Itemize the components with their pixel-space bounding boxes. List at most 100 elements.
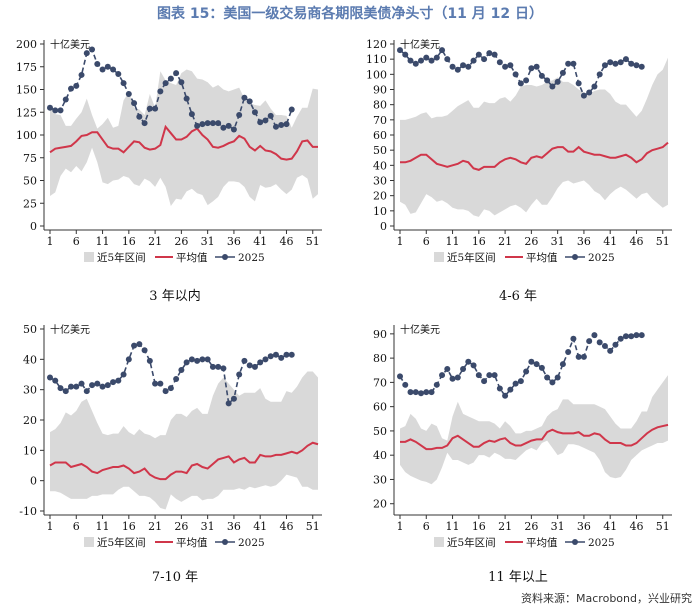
point-2025 — [173, 376, 180, 383]
point-2025 — [428, 57, 435, 64]
y-tick-label: 125 — [16, 106, 37, 119]
point-2025 — [220, 124, 227, 131]
point-2025 — [575, 353, 582, 360]
x-tick-label: 16 — [472, 520, 486, 533]
point-2025 — [52, 377, 59, 384]
point-2025 — [262, 117, 269, 124]
y-tick-label: 150 — [16, 84, 37, 97]
legend-label: 平均值 — [176, 251, 208, 264]
point-2025 — [491, 51, 498, 58]
point-2025 — [633, 332, 640, 339]
point-2025 — [481, 56, 488, 63]
point-2025 — [241, 94, 248, 101]
unit-label: 十亿美元 — [50, 38, 90, 51]
point-2025 — [236, 371, 243, 378]
legend-label: 平均值 — [176, 536, 208, 549]
point-2025 — [601, 62, 608, 69]
point-2025 — [136, 113, 143, 120]
x-tick-label: 36 — [227, 235, 241, 248]
point-2025 — [178, 79, 185, 86]
point-2025 — [607, 347, 614, 354]
y-tick-label: 100 — [366, 68, 387, 81]
point-2025 — [225, 400, 232, 407]
y-tick-label: 30 — [373, 473, 387, 486]
x-tick-label: 6 — [423, 520, 430, 533]
y-tick-label: 0 — [30, 220, 37, 233]
mean-line — [49, 124, 318, 161]
point-2025 — [251, 363, 258, 370]
point-2025 — [120, 80, 127, 87]
point-2025 — [104, 63, 111, 70]
point-2025 — [115, 377, 122, 384]
x-tick-label: 11 — [446, 520, 460, 533]
x-tick-label: 41 — [253, 235, 267, 248]
point-2025 — [638, 332, 645, 339]
point-2025 — [586, 89, 593, 96]
point-2025 — [267, 112, 274, 119]
x-tick-label: 46 — [629, 520, 643, 533]
x-tick-label: 51 — [306, 235, 320, 248]
y-tick-label: 50 — [23, 175, 37, 188]
point-2025 — [152, 380, 159, 387]
point-2025 — [204, 120, 211, 127]
point-2025 — [73, 383, 80, 390]
point-2025 — [407, 389, 414, 396]
y-tick-label: 10 — [373, 205, 387, 218]
x-tick-label: 36 — [577, 235, 591, 248]
point-2025 — [167, 75, 174, 82]
y-tick-label: 70 — [373, 376, 387, 389]
y-tick-label: 50 — [23, 323, 37, 336]
point-2025 — [449, 63, 456, 70]
point-2025 — [110, 66, 117, 73]
y-tick-label: 120 — [366, 38, 387, 51]
point-2025 — [580, 92, 587, 99]
point-2025 — [178, 366, 185, 373]
point-2025 — [188, 111, 195, 118]
point-2025 — [622, 56, 629, 63]
point-2025 — [278, 354, 285, 361]
y-tick-label: 20 — [23, 414, 37, 427]
point-2025 — [115, 71, 122, 78]
chart-caption: 7-10 年 — [151, 570, 199, 585]
point-2025 — [188, 356, 195, 363]
point-2025 — [83, 388, 90, 395]
chart-panel-4-6y: 0 10 20 30 40 50 60 70 80 90 100 110 120 1 6 11 16 21 26 31… — [350, 30, 690, 310]
point-2025 — [230, 126, 237, 133]
legend-label: 2025 — [238, 252, 265, 264]
legend-swatch-band — [84, 537, 94, 547]
point-2025 — [241, 357, 248, 364]
point-2025 — [257, 119, 264, 126]
x-tick-label: 46 — [279, 520, 293, 533]
x-tick-label: 36 — [577, 520, 591, 533]
y-tick-label: 40 — [373, 449, 387, 462]
point-2025 — [622, 333, 629, 340]
point-2025 — [533, 63, 540, 70]
legend-label: 平均值 — [526, 536, 558, 549]
point-2025 — [110, 379, 117, 386]
y-tick-label: 80 — [373, 99, 387, 112]
x-tick-label: 31 — [201, 235, 215, 248]
point-2025 — [517, 80, 524, 87]
point-2025 — [596, 339, 603, 346]
point-2025 — [183, 359, 190, 366]
point-2025 — [528, 65, 535, 72]
point-2025 — [199, 121, 206, 128]
x-tick-label: 6 — [423, 235, 430, 248]
unit-label: 十亿美元 — [50, 323, 90, 336]
point-2025 — [220, 365, 227, 372]
point-2025 — [146, 357, 153, 364]
y-tick-label: 40 — [23, 353, 37, 366]
point-2025 — [194, 122, 201, 129]
point-2025 — [272, 123, 279, 130]
point-2025 — [439, 47, 446, 54]
point-2025 — [157, 88, 164, 95]
point-2025 — [283, 121, 290, 128]
point-2025 — [215, 363, 222, 370]
x-tick-label: 11 — [446, 235, 460, 248]
point-2025 — [236, 111, 243, 118]
point-2025 — [57, 385, 64, 392]
x-tick-label: 46 — [279, 235, 293, 248]
point-2025 — [120, 371, 127, 378]
x-tick-label: 31 — [551, 235, 565, 248]
